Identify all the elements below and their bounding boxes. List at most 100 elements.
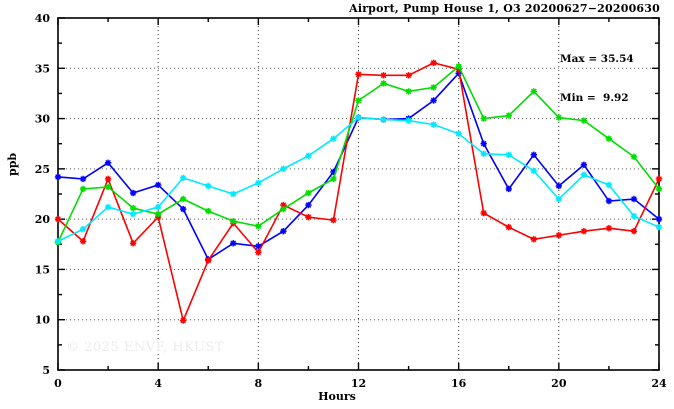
data-point bbox=[355, 97, 362, 104]
marker-stroke bbox=[155, 211, 162, 217]
marker-stroke bbox=[305, 152, 312, 159]
marker-stroke bbox=[606, 135, 612, 142]
data-point bbox=[630, 195, 638, 203]
marker-stroke bbox=[505, 186, 512, 192]
marker-stroke bbox=[380, 116, 387, 123]
data-point bbox=[355, 71, 362, 78]
marker-stroke bbox=[230, 218, 237, 224]
data-point bbox=[280, 228, 287, 235]
marker-stroke bbox=[505, 224, 512, 231]
data-point bbox=[129, 204, 137, 212]
y-tick-label: 5 bbox=[42, 364, 50, 377]
marker-stroke bbox=[55, 238, 61, 245]
marker-stroke bbox=[155, 204, 162, 210]
data-point bbox=[430, 121, 437, 128]
data-point bbox=[79, 226, 87, 233]
y-tick-label: 40 bbox=[35, 12, 51, 25]
y-tick-label: 35 bbox=[35, 62, 50, 75]
data-point bbox=[54, 215, 62, 223]
marker-stroke bbox=[505, 112, 512, 119]
marker-stroke bbox=[555, 232, 562, 239]
marker-stroke bbox=[130, 205, 136, 211]
data-point bbox=[655, 185, 663, 193]
marker-stroke bbox=[405, 117, 412, 124]
marker-stroke bbox=[105, 159, 111, 166]
marker-stroke bbox=[255, 249, 262, 256]
marker-stroke bbox=[430, 84, 437, 91]
marker-stroke bbox=[355, 71, 362, 78]
data-point bbox=[530, 236, 537, 243]
data-point bbox=[305, 213, 312, 221]
marker-stroke bbox=[230, 191, 237, 197]
data-point bbox=[530, 167, 537, 175]
marker-stroke bbox=[606, 198, 612, 204]
data-point bbox=[230, 240, 237, 247]
data-point bbox=[605, 135, 613, 142]
data-point bbox=[104, 175, 112, 183]
data-point bbox=[180, 317, 187, 324]
data-point bbox=[405, 117, 412, 124]
data-point bbox=[555, 182, 563, 190]
data-point bbox=[480, 140, 487, 147]
x-axis-label: Hours bbox=[318, 390, 356, 403]
data-point bbox=[580, 228, 588, 235]
data-point bbox=[430, 59, 437, 67]
data-point bbox=[180, 174, 187, 182]
data-point bbox=[54, 238, 62, 245]
marker-stroke bbox=[80, 226, 86, 233]
marker-stroke bbox=[631, 213, 637, 219]
data-point bbox=[605, 181, 613, 189]
data-point bbox=[505, 223, 512, 231]
marker-stroke bbox=[155, 182, 162, 188]
marker-stroke bbox=[430, 60, 437, 66]
marker-stroke bbox=[656, 224, 662, 231]
x-tick-label: 4 bbox=[154, 377, 162, 390]
marker-stroke bbox=[606, 182, 612, 188]
marker-stroke bbox=[105, 176, 111, 182]
data-point bbox=[505, 151, 512, 158]
marker-stroke bbox=[205, 183, 212, 189]
data-point bbox=[505, 185, 512, 193]
marker-stroke bbox=[480, 210, 487, 216]
marker-stroke bbox=[656, 186, 662, 192]
marker-stroke bbox=[130, 211, 136, 217]
data-point bbox=[605, 197, 613, 205]
data-point bbox=[630, 153, 638, 160]
y-tick-label: 25 bbox=[35, 163, 50, 176]
marker-stroke bbox=[555, 114, 562, 121]
data-point bbox=[580, 161, 588, 169]
marker-stroke bbox=[55, 174, 61, 180]
y-tick-label: 15 bbox=[35, 263, 50, 276]
marker-stroke bbox=[480, 150, 487, 157]
x-tick-label: 24 bbox=[651, 377, 667, 390]
y-tick-label: 10 bbox=[35, 314, 51, 327]
data-point bbox=[580, 171, 588, 179]
data-point bbox=[505, 112, 512, 119]
data-point bbox=[405, 72, 412, 79]
x-tick-label: 20 bbox=[551, 377, 567, 390]
marker-stroke bbox=[205, 257, 212, 264]
data-point bbox=[255, 179, 262, 187]
marker-stroke bbox=[455, 130, 462, 137]
marker-stroke bbox=[330, 135, 337, 142]
data-point bbox=[455, 130, 462, 137]
marker-stroke bbox=[656, 176, 662, 182]
data-point bbox=[129, 189, 137, 197]
data-point bbox=[655, 175, 663, 183]
data-point bbox=[305, 152, 312, 159]
data-point bbox=[480, 209, 487, 217]
data-point bbox=[280, 205, 287, 213]
data-point bbox=[555, 114, 563, 121]
data-point bbox=[430, 84, 437, 91]
data-point bbox=[104, 183, 112, 191]
marker-stroke bbox=[581, 172, 587, 178]
data-point bbox=[79, 185, 87, 193]
marker-stroke bbox=[180, 196, 187, 202]
data-point bbox=[104, 159, 112, 167]
marker-stroke bbox=[255, 243, 262, 250]
marker-stroke bbox=[581, 117, 587, 124]
data-point bbox=[655, 215, 663, 223]
marker-stroke bbox=[480, 115, 487, 122]
